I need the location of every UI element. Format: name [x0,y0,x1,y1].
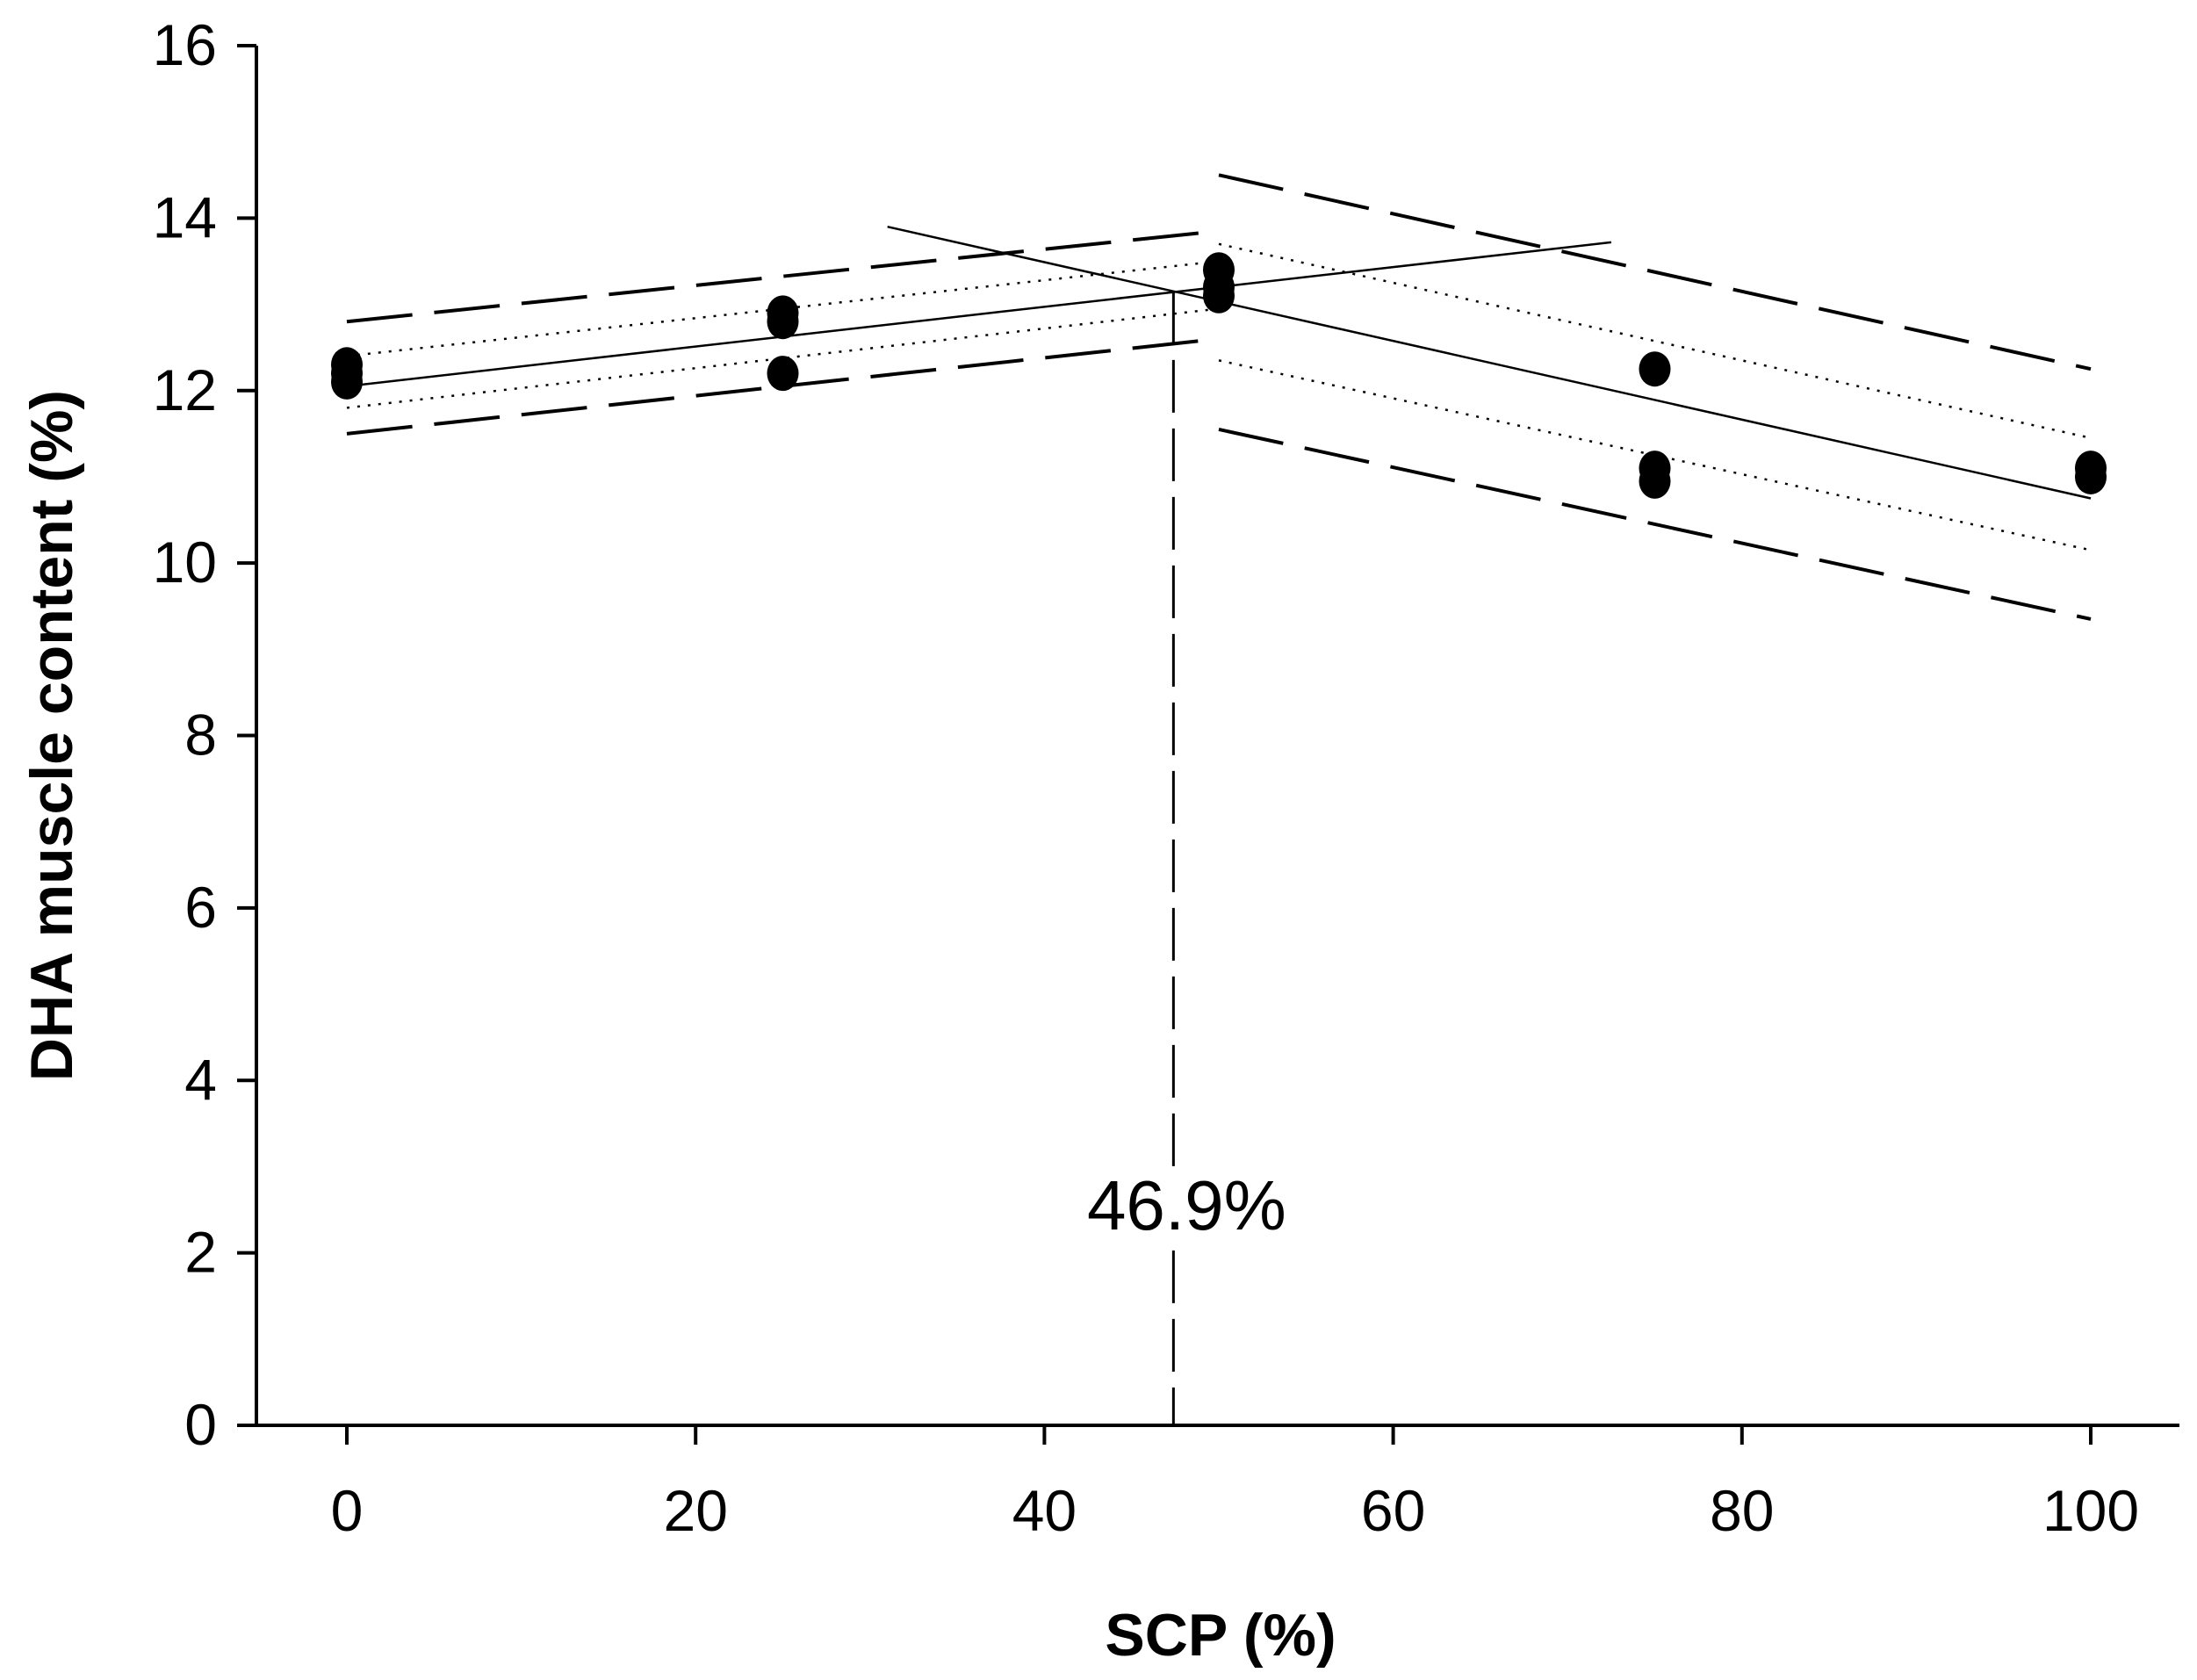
data-point [331,364,363,400]
confidence-band-line [1218,242,2092,439]
y-tick-label: 10 [153,530,217,595]
prediction-band-line [346,229,1220,324]
x-tick-label: 20 [663,1478,727,1543]
y-tick-label: 16 [153,12,217,77]
x-tick-label: 0 [331,1478,364,1543]
data-point [767,356,799,392]
y-tick-label: 14 [153,184,217,249]
prediction-band-line [346,336,1220,436]
x-axis-title: SCP (%) [1105,1602,1336,1669]
prediction-band-line [1218,427,2092,621]
x-tick-label: 40 [1012,1478,1077,1543]
prediction-band-line [1218,173,2092,371]
breakpoint-label-bg [1063,1168,1310,1247]
y-tick-label: 12 [153,357,217,422]
regression-line [887,225,2092,500]
confidence-band-line [1218,359,2092,552]
x-tick-label: 80 [1710,1478,1774,1543]
y-tick-label: 4 [184,1047,217,1112]
bands-layer [346,173,2092,621]
y-tick-label: 2 [184,1220,217,1285]
axes-layer: 0 2 4 6 8 10 12 14 16 0 20 40 60 80 100 [153,12,2179,1543]
points-layer [331,252,2107,499]
breakpoint-layer [1063,291,1310,1425]
x-tick-label: 60 [1361,1478,1425,1543]
breakpoint-label: 46.9% [1087,1166,1286,1244]
x-tick-label: 100 [2042,1478,2139,1543]
regression-line [346,241,1611,388]
y-tick-label: 0 [184,1392,217,1457]
data-point [767,304,799,340]
fit-lines-layer [346,225,2092,500]
data-point [1639,463,1671,499]
data-point [1639,351,1671,387]
data-point [1203,278,1235,314]
y-tick-label: 6 [184,875,217,940]
y-tick-label: 8 [184,703,217,768]
data-point [2075,458,2107,494]
y-axis-title: DHA muscle content (%) [18,390,85,1081]
